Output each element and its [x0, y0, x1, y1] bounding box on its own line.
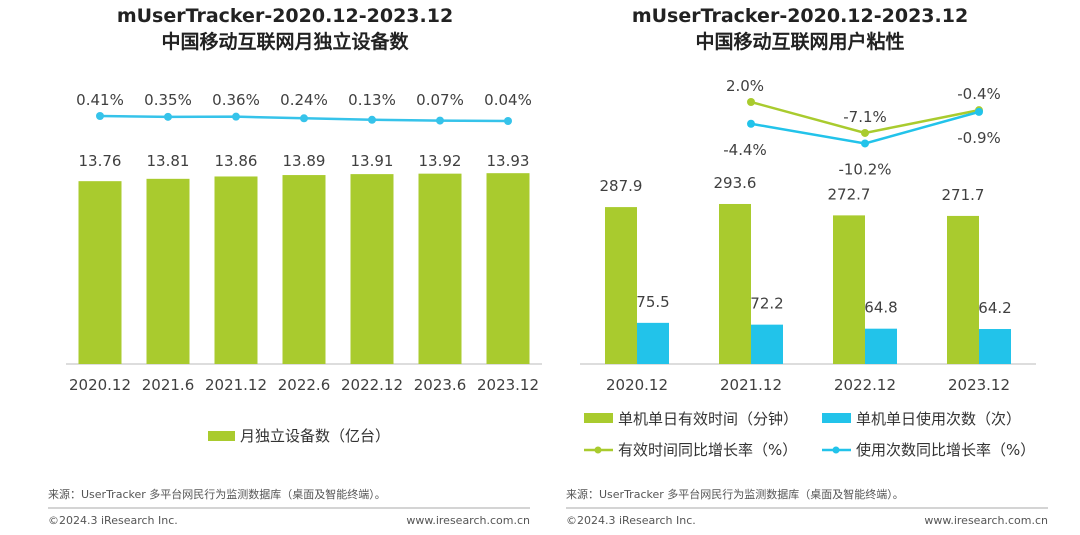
- bar-time: [605, 207, 637, 364]
- growth-point: [436, 116, 444, 125]
- bar-count: [865, 328, 897, 364]
- bar-label-time: 293.6: [714, 174, 757, 192]
- bar-label-time: 272.7: [828, 185, 871, 203]
- time-growth-label: -7.1%: [843, 108, 887, 126]
- time-growth-label: -0.4%: [957, 85, 1001, 103]
- bar-label: 13.92: [419, 152, 462, 170]
- legend-swatch-time: [584, 413, 613, 423]
- bar-time: [947, 215, 979, 364]
- legend-swatch-count: [822, 413, 851, 423]
- x-tick-label: 2020.12: [69, 376, 131, 394]
- count-growth-point: [747, 119, 755, 128]
- count-growth-point: [861, 139, 869, 148]
- left-copyright: ©2024.3 iResearch Inc.: [48, 514, 178, 527]
- bar-devices: [350, 174, 394, 364]
- bar-devices: [146, 178, 190, 364]
- legend-label-count: 单机单日使用次数（次）: [856, 410, 1021, 428]
- x-tick-label: 2022.12: [341, 376, 403, 394]
- bar-label: 13.81: [147, 152, 190, 170]
- bar-label-count: 72.2: [750, 295, 783, 313]
- x-tick-label: 2021.12: [720, 376, 782, 394]
- time-growth-label: 2.0%: [726, 77, 764, 95]
- growth-point: [96, 112, 104, 121]
- growth-point: [164, 112, 172, 121]
- right-chart-subtitle: 中国移动互联网用户粘性: [695, 30, 904, 53]
- left-website: www.iresearch.com.cn: [406, 514, 530, 527]
- x-tick-label: 2022.12: [834, 376, 896, 394]
- right-website: www.iresearch.com.cn: [924, 514, 1048, 527]
- bar-devices: [78, 181, 122, 364]
- count-growth-label: -4.4%: [723, 141, 767, 159]
- bar-time: [833, 215, 865, 364]
- right-legend: 单机单日有效时间（分钟） 单机单日使用次数（次） 有效时间同比增长率（%） 使用…: [584, 410, 1035, 459]
- time-growth-point: [747, 98, 755, 106]
- legend-marker-time-growth: [594, 446, 602, 454]
- left-chart-title: mUserTracker-2020.12-2023.12: [117, 5, 453, 27]
- x-tick-label: 2021.6: [142, 376, 195, 394]
- growth-label: 0.07%: [416, 91, 464, 109]
- time-growth-point: [861, 128, 869, 137]
- bar-count: [979, 329, 1011, 364]
- bar-label: 13.86: [215, 152, 258, 170]
- x-tick-label: 2023.12: [948, 376, 1010, 394]
- left-chart-subtitle: 中国移动互联网月独立设备数: [161, 30, 409, 53]
- x-tick-label: 2022.6: [278, 376, 331, 394]
- x-tick-label: 2023.6: [414, 376, 467, 394]
- count-growth-label: -10.2%: [838, 160, 891, 178]
- bar-label-count: 64.8: [864, 299, 897, 317]
- legend-label-devices: 月独立设备数（亿台）: [240, 427, 390, 445]
- growth-point: [504, 117, 512, 125]
- bar-count: [751, 324, 783, 364]
- bar-label-count: 64.2: [978, 299, 1011, 317]
- growth-label: 0.04%: [484, 91, 532, 109]
- bar-devices: [486, 173, 530, 364]
- growth-label: 0.41%: [76, 91, 124, 109]
- growth-label: 0.24%: [280, 91, 328, 109]
- bar-label: 13.89: [283, 152, 326, 170]
- x-tick-label: 2020.12: [606, 376, 668, 394]
- bar-label: 13.93: [487, 152, 530, 170]
- legend-label-time-growth: 有效时间同比增长率（%）: [618, 441, 797, 459]
- x-tick-label: 2021.12: [205, 376, 267, 394]
- legend-swatch-devices: [208, 431, 235, 441]
- bar-label-count: 75.5: [636, 293, 669, 311]
- bar-label: 13.91: [351, 152, 394, 170]
- growth-point: [232, 112, 240, 121]
- right-chart-title: mUserTracker-2020.12-2023.12: [632, 5, 968, 27]
- legend-label-count-growth: 使用次数同比增长率（%）: [856, 441, 1035, 459]
- x-tick-label: 2023.12: [477, 376, 539, 394]
- bar-devices: [418, 173, 462, 364]
- bar-devices: [214, 176, 258, 364]
- legend-marker-count-growth: [832, 446, 840, 454]
- bar-devices: [282, 175, 326, 364]
- left-legend: 月独立设备数（亿台）: [208, 427, 390, 445]
- left-source-note: 来源：UserTracker 多平台网民行为监测数据库（桌面及智能终端）。: [48, 487, 386, 501]
- right-source-note: 来源：UserTracker 多平台网民行为监测数据库（桌面及智能终端）。: [566, 487, 904, 501]
- bar-time: [719, 203, 751, 364]
- bar-count: [637, 322, 669, 364]
- growth-label: 0.35%: [144, 91, 192, 109]
- growth-label: 0.36%: [212, 91, 260, 109]
- right-copyright: ©2024.3 iResearch Inc.: [566, 514, 696, 527]
- count-growth-point: [975, 107, 983, 116]
- bar-label-time: 287.9: [600, 177, 643, 195]
- growth-point: [300, 114, 308, 123]
- bar-label: 13.76: [79, 152, 122, 170]
- legend-label-time: 单机单日有效时间（分钟）: [618, 410, 798, 428]
- growth-label: 0.13%: [348, 91, 396, 109]
- growth-point: [368, 115, 376, 124]
- count-growth-label: -0.9%: [957, 129, 1001, 147]
- bar-label-time: 271.7: [942, 186, 985, 204]
